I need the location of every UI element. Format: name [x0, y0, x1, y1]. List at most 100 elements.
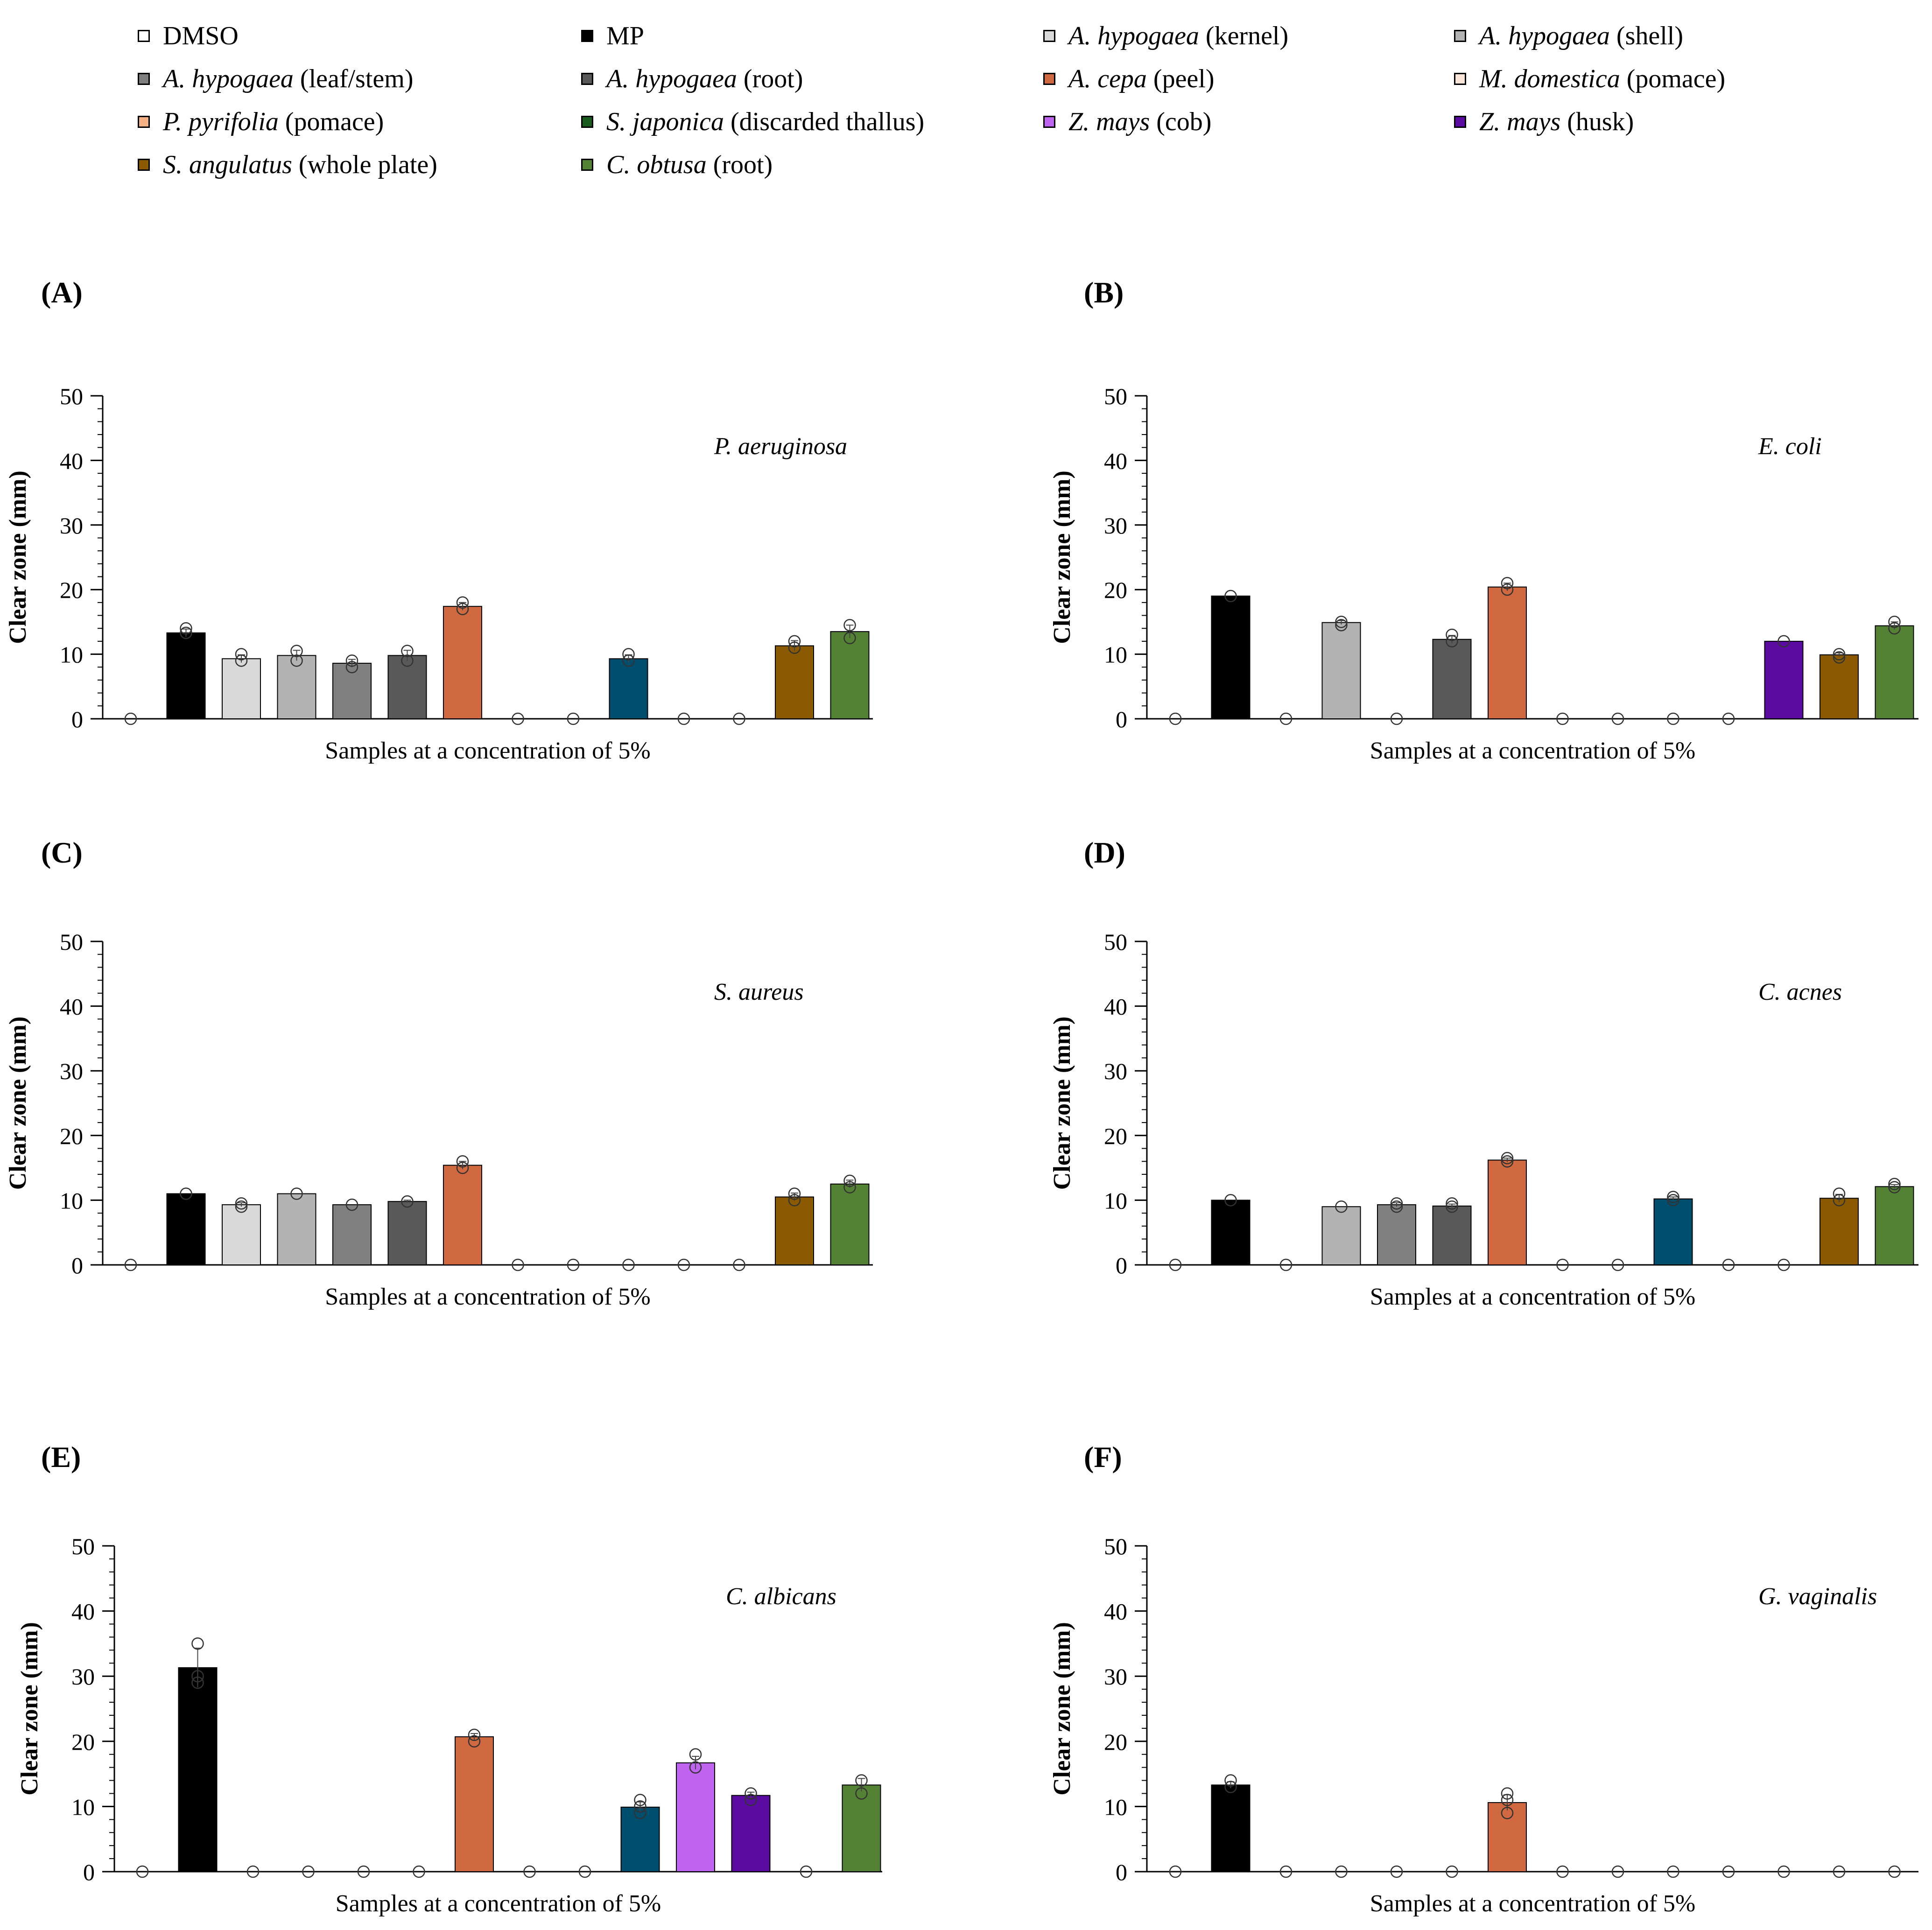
- legend-swatch: [1454, 73, 1466, 85]
- panel-letter: (D): [1084, 836, 1125, 869]
- legend-swatch: [1043, 116, 1055, 128]
- data-point: [1667, 1865, 1679, 1878]
- y-tick-label: 20: [60, 577, 83, 603]
- data-point: [855, 1787, 868, 1800]
- bar: [842, 1784, 881, 1873]
- data-point: [1279, 712, 1293, 725]
- legend-species: S. japonica: [606, 107, 724, 136]
- bar: [676, 1762, 715, 1872]
- data-point: [1335, 1200, 1348, 1213]
- y-axis-label: Clear zone (mm): [5, 470, 31, 644]
- data-point: [634, 1800, 646, 1813]
- legend-swatch: [1454, 116, 1466, 128]
- legend-part: (whole plate): [298, 150, 437, 179]
- data-point: [1888, 622, 1901, 635]
- bar: [332, 662, 372, 719]
- data-point: [191, 1637, 204, 1650]
- legend-species: C. obtusa: [606, 150, 707, 179]
- data-point: [1888, 1181, 1901, 1193]
- data-point: [567, 1258, 580, 1271]
- legend-species: A. hypogaea: [1068, 21, 1199, 50]
- bar: [222, 1204, 261, 1266]
- y-axis-label: Clear zone (mm): [1049, 1017, 1075, 1190]
- legend-species: M. domestica: [1479, 64, 1620, 93]
- legend-species: A. hypogaea: [606, 64, 737, 93]
- legend-part: (root): [713, 150, 773, 179]
- data-point: [1169, 1258, 1182, 1271]
- y-tick-label: 30: [1104, 512, 1127, 539]
- y-tick-label: 10: [71, 1794, 95, 1820]
- data-point: [1501, 1152, 1514, 1165]
- data-point: [290, 654, 303, 667]
- data-point: [1169, 712, 1182, 725]
- data-point: [622, 654, 635, 667]
- bar: [775, 645, 814, 720]
- data-point: [788, 641, 801, 654]
- data-point: [180, 1187, 192, 1200]
- bar: [387, 1201, 427, 1266]
- legend-label: A. cepa (peel): [1068, 64, 1215, 94]
- data-point: [1279, 1258, 1293, 1271]
- data-point: [677, 712, 690, 725]
- data-point: [855, 1774, 868, 1787]
- legend-part: (leaf/stem): [300, 64, 414, 93]
- data-point: [357, 1865, 370, 1878]
- legend-part: (kernel): [1205, 21, 1289, 50]
- bar: [1488, 586, 1527, 719]
- data-point: [1390, 1865, 1403, 1878]
- data-point: [345, 1198, 358, 1211]
- legend-swatch: [138, 30, 150, 42]
- y-tick-label: 10: [1104, 642, 1127, 668]
- panel-letter: (C): [41, 836, 83, 869]
- organism-label: C. acnes: [1758, 979, 1842, 1005]
- legend-swatch: [1043, 30, 1055, 42]
- data-point: [468, 1728, 481, 1741]
- data-point: [1888, 616, 1901, 628]
- data-point: [843, 1174, 856, 1187]
- legend-species: A. hypogaea: [163, 64, 294, 93]
- y-tick-label: 50: [1104, 1533, 1127, 1559]
- y-tick-label: 30: [60, 1058, 83, 1084]
- x-axis-label: Samples at a concentration of 5%: [1370, 1890, 1695, 1917]
- panel-letter: (E): [41, 1440, 81, 1474]
- bar: [830, 1183, 870, 1265]
- y-tick-label: 40: [71, 1599, 95, 1625]
- data-point: [733, 712, 745, 725]
- legend-part: DMSO: [163, 21, 239, 50]
- data-point: [456, 596, 469, 609]
- data-point: [290, 645, 303, 657]
- legend-item: MP: [581, 21, 644, 51]
- legend-item: A. cepa (peel): [1043, 64, 1215, 94]
- data-point: [1667, 1191, 1679, 1203]
- legend-part: MP: [606, 21, 644, 50]
- data-point: [689, 1761, 702, 1774]
- y-tick-label: 10: [1104, 1187, 1127, 1214]
- y-tick-label: 10: [1104, 1794, 1127, 1820]
- bar: [1875, 1186, 1914, 1265]
- bar: [731, 1795, 771, 1872]
- y-tick-label: 0: [1116, 706, 1127, 732]
- data-point: [1501, 1155, 1514, 1168]
- data-point: [1446, 1865, 1458, 1878]
- y-tick-label: 10: [60, 642, 83, 668]
- data-point: [302, 1865, 315, 1878]
- legend-part: (shell): [1616, 21, 1683, 50]
- data-point: [1833, 1194, 1846, 1207]
- bar: [620, 1806, 660, 1872]
- y-tick-label: 40: [60, 448, 83, 474]
- legend-item: DMSO: [138, 21, 239, 51]
- x-axis-label: Samples at a concentration of 5%: [1370, 1284, 1695, 1310]
- bar: [1321, 622, 1361, 720]
- bar: [332, 1204, 372, 1266]
- legend-swatch: [581, 73, 593, 85]
- bar: [1321, 1206, 1361, 1266]
- y-tick-label: 0: [71, 1252, 83, 1278]
- data-point: [634, 1794, 646, 1806]
- legend-label: Z. mays (husk): [1479, 107, 1634, 137]
- bar: [443, 606, 482, 719]
- legend-part: (pomace): [1626, 64, 1726, 93]
- panel-letter: (B): [1084, 276, 1124, 309]
- y-tick-label: 50: [60, 383, 83, 409]
- data-point: [191, 1676, 204, 1689]
